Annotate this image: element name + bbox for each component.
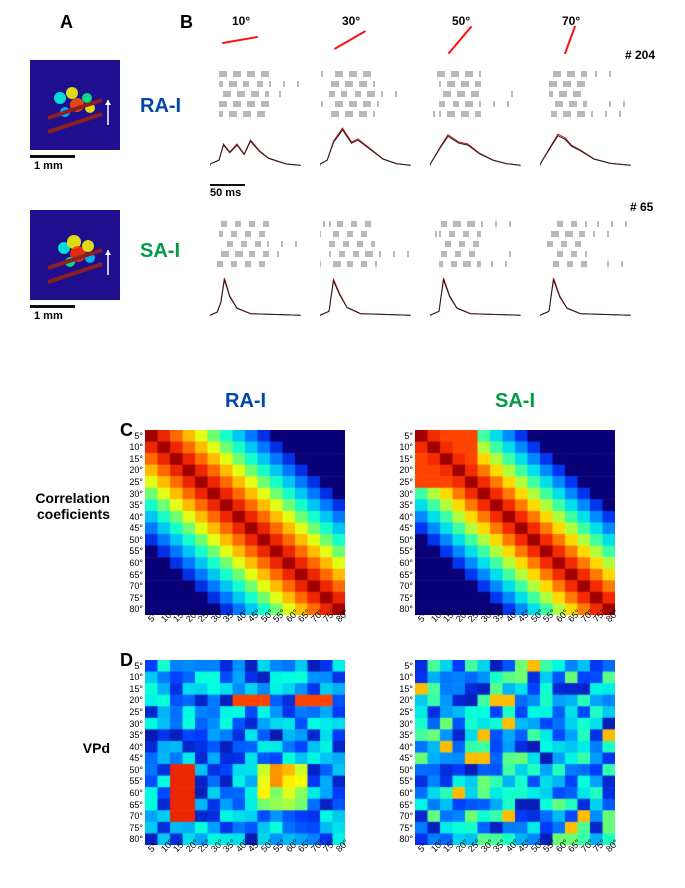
tick-y: 30° [393, 719, 413, 729]
col-ra-i: RA-I [225, 390, 266, 413]
tick-y: 75° [123, 823, 143, 833]
tick-y: 35° [393, 500, 413, 510]
tick-y: 50° [393, 535, 413, 545]
tick-y: 40° [123, 742, 143, 752]
tick-y: 60° [393, 788, 413, 798]
rf-map-sa [30, 210, 120, 300]
col-sa-i: SA-I [495, 390, 535, 413]
tick-y: 75° [123, 593, 143, 603]
tick-y: 25° [393, 477, 413, 487]
tick-y: 75° [393, 823, 413, 833]
tick-y: 70° [123, 581, 143, 591]
tick-y: 70° [393, 581, 413, 591]
tick-y: 45° [123, 523, 143, 533]
tick-y: 25° [123, 707, 143, 717]
time-scale-bar [210, 184, 245, 186]
time-scale-label: 50 ms [210, 187, 241, 199]
tick-y: 25° [393, 707, 413, 717]
tick-y: 35° [393, 730, 413, 740]
tick-y: 10° [393, 442, 413, 452]
tick-y: 15° [393, 684, 413, 694]
tick-y: 55° [393, 776, 413, 786]
heatmap-d-sa [415, 660, 615, 845]
tick-y: 10° [123, 672, 143, 682]
tick-y: 70° [123, 811, 143, 821]
tick-y: 5° [393, 431, 413, 441]
tick-y: 80° [393, 604, 413, 614]
tick-y: 50° [123, 535, 143, 545]
tick-y: 45° [393, 753, 413, 763]
tick-y: 65° [393, 570, 413, 580]
tick-y: 10° [123, 442, 143, 452]
tick-y: 50° [123, 765, 143, 775]
tick-y: 60° [123, 788, 143, 798]
tick-y: 40° [393, 512, 413, 522]
tick-y: 15° [123, 684, 143, 694]
tick-y: 45° [123, 753, 143, 763]
tick-y: 35° [123, 500, 143, 510]
scale-bar-2 [30, 305, 75, 308]
scale-label-2: 1 mm [34, 310, 63, 322]
tick-y: 50° [393, 765, 413, 775]
trial-204: # 204 [625, 48, 655, 62]
tick-y: 65° [393, 800, 413, 810]
panel-b-label: B [180, 12, 193, 33]
scale-label-1: 1 mm [34, 160, 63, 172]
vpd-label: VPd [5, 740, 110, 756]
tick-y: 20° [393, 465, 413, 475]
rf-map-ra [30, 60, 120, 150]
tick-y: 80° [393, 834, 413, 844]
tick-y: 30° [123, 719, 143, 729]
tick-y: 40° [393, 742, 413, 752]
sa-i-label: SA-I [140, 240, 180, 263]
tick-y: 40° [123, 512, 143, 522]
tick-y: 60° [393, 558, 413, 568]
tick-y: 20° [123, 695, 143, 705]
tick-y: 55° [123, 546, 143, 556]
tick-y: 65° [123, 800, 143, 810]
tick-y: 15° [393, 454, 413, 464]
tick-y: 5° [123, 661, 143, 671]
heatmap-c-sa [415, 430, 615, 615]
stimulus-lines [200, 26, 620, 54]
tick-y: 35° [123, 730, 143, 740]
tick-y: 10° [393, 672, 413, 682]
panel-a-label: A [60, 12, 73, 33]
tick-y: 45° [393, 523, 413, 533]
tick-y: 20° [123, 465, 143, 475]
tick-y: 70° [393, 811, 413, 821]
tick-y: 25° [123, 477, 143, 487]
heatmap-d-ra [145, 660, 345, 845]
tick-y: 65° [123, 570, 143, 580]
tick-y: 30° [123, 489, 143, 499]
tick-y: 55° [123, 776, 143, 786]
tick-y: 60° [123, 558, 143, 568]
tick-y: 15° [123, 454, 143, 464]
tick-y: 80° [123, 604, 143, 614]
heatmap-c-ra [145, 430, 345, 615]
ra-i-label: RA-I [140, 95, 181, 118]
tick-y: 80° [123, 834, 143, 844]
tick-y: 20° [393, 695, 413, 705]
tick-y: 55° [393, 546, 413, 556]
trial-65: # 65 [630, 200, 653, 214]
tick-y: 5° [123, 431, 143, 441]
tick-y: 75° [393, 593, 413, 603]
tick-y: 30° [393, 489, 413, 499]
corr-label: Correlation coeficients [5, 490, 110, 522]
tick-y: 5° [393, 661, 413, 671]
scale-bar-1 [30, 155, 75, 158]
